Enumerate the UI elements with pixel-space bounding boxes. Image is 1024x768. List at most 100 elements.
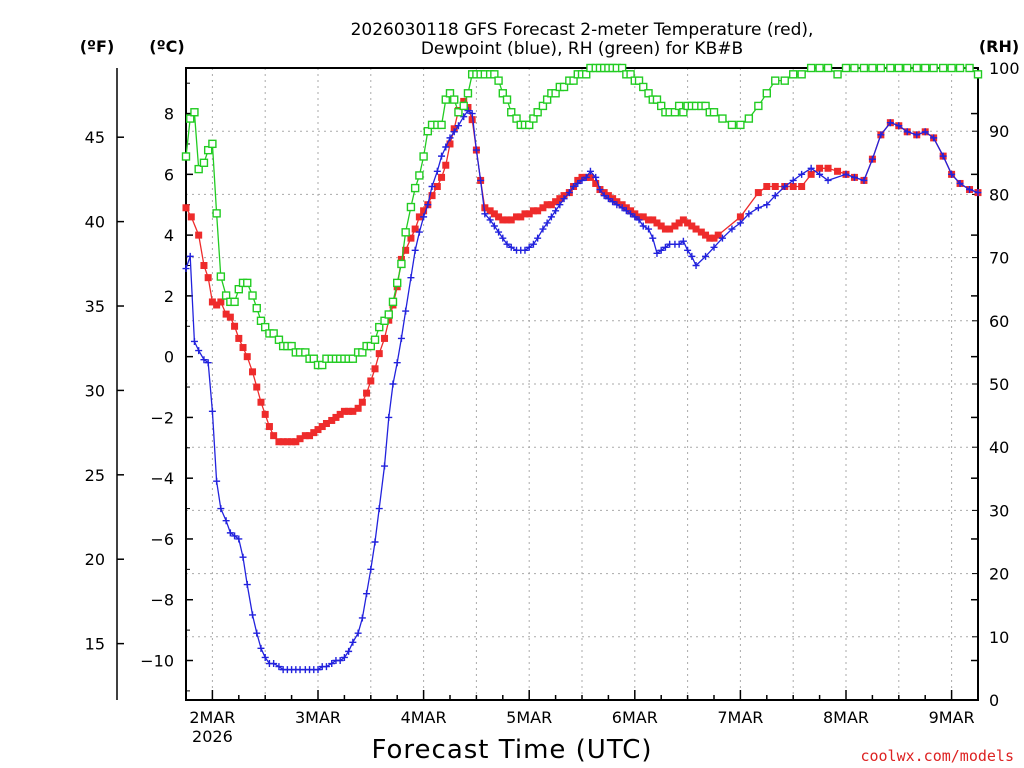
temperature-point bbox=[358, 398, 366, 406]
dewpoint-point bbox=[345, 647, 353, 655]
temperature-point bbox=[354, 404, 362, 412]
temperature-point bbox=[539, 204, 547, 212]
rh-point bbox=[221, 291, 231, 300]
rh-point bbox=[216, 272, 226, 281]
rh-point bbox=[771, 76, 780, 85]
rh-point bbox=[445, 89, 455, 98]
rh-tick-label: 90 bbox=[989, 122, 1009, 141]
rh-point bbox=[380, 316, 389, 325]
dewpoint-point bbox=[420, 213, 428, 221]
celsius-tick-label: −10 bbox=[140, 652, 174, 671]
temperature-point bbox=[407, 234, 415, 242]
dewpoint-point bbox=[195, 347, 203, 355]
temperature-point bbox=[381, 334, 389, 342]
temperature-point bbox=[345, 407, 353, 415]
temperature-point bbox=[433, 183, 441, 190]
dewpoint-point bbox=[261, 653, 269, 661]
axes: −10 −8 −6 −4 −2 0 2 4 6 8 15 20 25 30 35 40 45 0 10 20 30 40 5… bbox=[85, 59, 1020, 746]
rh-point bbox=[679, 108, 688, 117]
rh-point bbox=[358, 348, 367, 357]
rh-point bbox=[415, 171, 424, 180]
temperature-point bbox=[340, 407, 348, 415]
temperature-point bbox=[543, 201, 551, 209]
dewpoint-point bbox=[679, 237, 687, 245]
rh-unit-label: (RH) bbox=[979, 37, 1019, 56]
temperature-point bbox=[824, 164, 832, 172]
rh-tick-label: 10 bbox=[989, 628, 1009, 647]
temperature-point bbox=[649, 216, 657, 224]
rh-point bbox=[965, 63, 974, 73]
dewpoint-point bbox=[627, 210, 635, 218]
temperature-point bbox=[253, 383, 261, 391]
temperature-point bbox=[222, 310, 230, 318]
rh-tick-label: 70 bbox=[989, 249, 1009, 268]
temperature-point bbox=[204, 274, 212, 282]
rh-point bbox=[212, 209, 221, 218]
temperature-point bbox=[328, 416, 336, 424]
temperature-point bbox=[692, 225, 700, 233]
dewpoint-point bbox=[231, 532, 239, 540]
dewpoint-point bbox=[622, 207, 630, 215]
dewpoint-point bbox=[565, 189, 573, 197]
temperature-point bbox=[270, 432, 278, 440]
dewpoint-point bbox=[204, 359, 212, 367]
rh-point bbox=[894, 63, 903, 73]
rh-point bbox=[797, 70, 806, 79]
rh-point bbox=[542, 95, 552, 104]
temperature-point bbox=[736, 213, 744, 221]
dewpoint-point bbox=[578, 176, 586, 184]
rh-tick-label: 30 bbox=[989, 501, 1009, 520]
rh-point bbox=[186, 114, 195, 123]
temperature-point bbox=[639, 213, 647, 221]
rh-tick-label: 20 bbox=[989, 565, 1009, 584]
celsius-tick-label: 0 bbox=[164, 348, 174, 367]
rh-point bbox=[507, 108, 516, 117]
rh-point bbox=[582, 70, 591, 79]
rh-point bbox=[938, 63, 948, 73]
dewpoint-point bbox=[718, 234, 726, 242]
temperature-point bbox=[789, 183, 797, 190]
dewpoint-point bbox=[966, 186, 974, 194]
dewpoint-point bbox=[460, 113, 468, 121]
dewpoint-point bbox=[586, 167, 594, 175]
temperature-point bbox=[763, 183, 771, 190]
dewpoint-point bbox=[367, 565, 375, 573]
dewpoint-point bbox=[913, 131, 921, 139]
rh-point bbox=[208, 139, 217, 149]
rh-point bbox=[921, 63, 930, 73]
rh-point bbox=[348, 354, 358, 363]
rh-point bbox=[947, 63, 956, 73]
rh-point bbox=[903, 63, 912, 73]
rh-point bbox=[370, 335, 380, 344]
rh-point bbox=[274, 335, 284, 344]
temperature-point bbox=[332, 413, 340, 421]
rh-point bbox=[498, 89, 507, 98]
rh-point bbox=[287, 341, 296, 351]
rh-point bbox=[437, 120, 446, 130]
dewpoint-point bbox=[363, 590, 371, 598]
dewpoint-point bbox=[375, 505, 383, 513]
dewpoint-point bbox=[807, 164, 815, 172]
dewpoint-point bbox=[816, 170, 824, 178]
dewpoint-point bbox=[728, 225, 736, 233]
rh-point bbox=[252, 303, 261, 313]
rh-point bbox=[494, 76, 503, 85]
dewpoint-point bbox=[217, 505, 225, 513]
temperature-point bbox=[301, 432, 309, 440]
celsius-tick-label: −2 bbox=[150, 408, 174, 427]
temperature-point bbox=[292, 438, 300, 446]
dewpoint-point bbox=[534, 234, 542, 242]
dewpoint-point bbox=[618, 204, 626, 212]
dewpoint-point bbox=[314, 666, 322, 674]
rh-point bbox=[203, 145, 213, 155]
chart-title-line-2: Dewpoint (blue), RH (green) for KB#B bbox=[421, 39, 743, 59]
dewpoint-point bbox=[684, 246, 692, 254]
rh-point bbox=[886, 63, 895, 73]
temperature-point bbox=[318, 423, 326, 431]
rh-point bbox=[617, 63, 627, 73]
chart-title-line-1: 2026030118 GFS Forecast 2-meter Temperat… bbox=[351, 20, 814, 40]
temperature-point bbox=[697, 228, 705, 236]
celsius-tick-label: 4 bbox=[164, 226, 174, 245]
dewpoint-point bbox=[596, 186, 604, 194]
fahrenheit-tick-label: 30 bbox=[85, 381, 105, 400]
